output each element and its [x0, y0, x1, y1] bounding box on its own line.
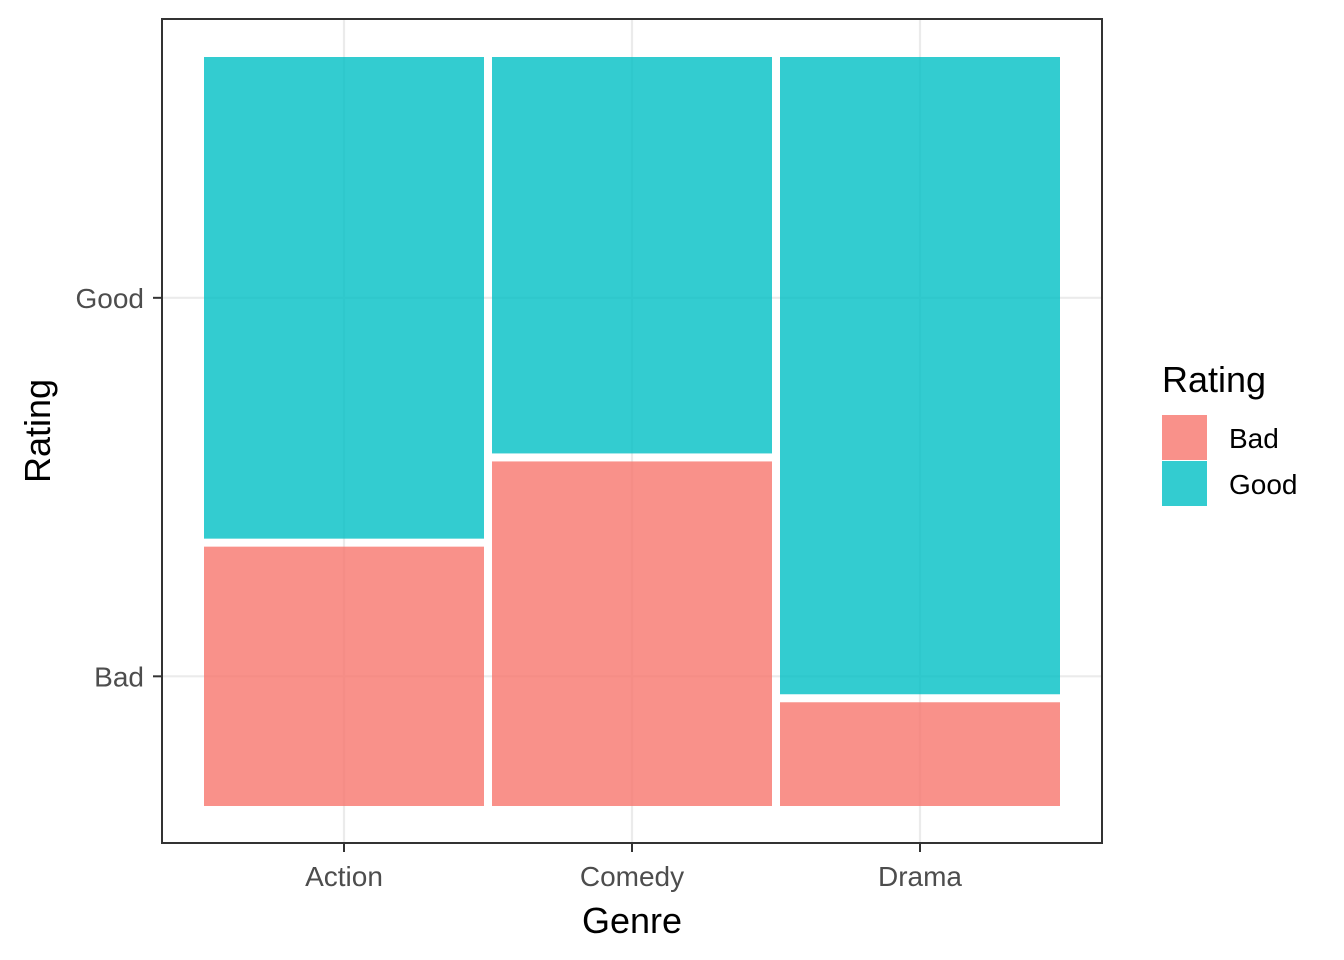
legend-label-bad: Bad — [1229, 423, 1279, 454]
mosaic-tiles — [204, 57, 1060, 806]
x-tick-label: Action — [305, 861, 383, 892]
tile-drama-bad — [780, 702, 1060, 806]
legend-key-bad — [1162, 415, 1207, 460]
x-tick-label: Drama — [878, 861, 962, 892]
x-tick-label: Comedy — [580, 861, 684, 892]
tile-action-good — [204, 57, 484, 539]
legend-key-good — [1162, 461, 1207, 506]
legend-label-good: Good — [1229, 469, 1298, 500]
axes: Action Comedy Drama Bad Good — [76, 283, 963, 892]
y-tick-label: Good — [76, 283, 145, 314]
y-tick-label: Bad — [94, 661, 144, 692]
x-axis-title: Genre — [582, 900, 682, 941]
tile-drama-good — [780, 57, 1060, 695]
tile-comedy-good — [492, 57, 772, 454]
tile-action-bad — [204, 546, 484, 806]
y-axis-title: Rating — [17, 379, 58, 483]
legend-title: Rating — [1162, 359, 1266, 400]
tile-comedy-bad — [492, 461, 772, 806]
legend: Rating Bad Good — [1162, 359, 1298, 506]
